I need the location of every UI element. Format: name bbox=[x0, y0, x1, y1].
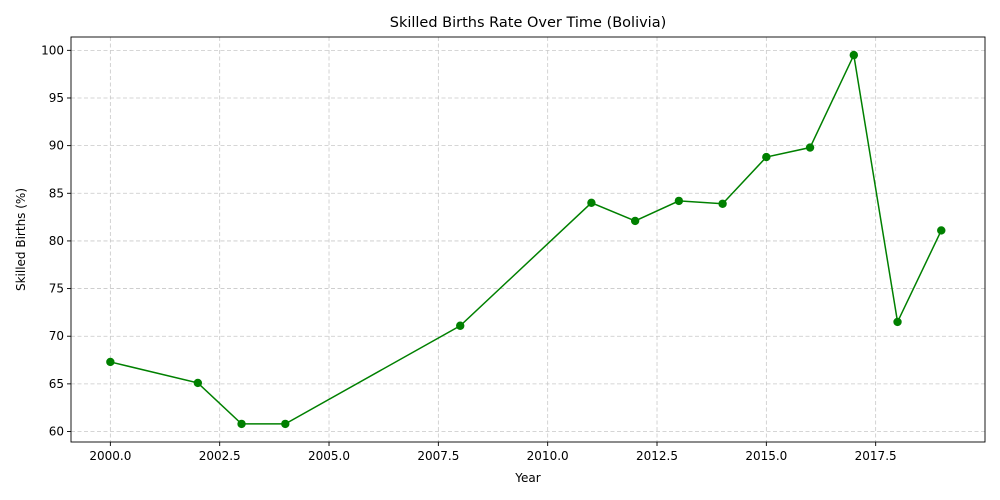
x-tick-label: 2012.5 bbox=[636, 449, 678, 463]
y-tick-label: 95 bbox=[49, 91, 64, 105]
y-tick-label: 90 bbox=[49, 139, 64, 153]
grid bbox=[71, 37, 985, 442]
x-tick-label: 2005.0 bbox=[308, 449, 350, 463]
y-tick-label: 80 bbox=[49, 234, 64, 248]
y-tick-label: 65 bbox=[49, 377, 64, 391]
plot-frame bbox=[70, 36, 986, 443]
data-point bbox=[106, 357, 115, 367]
data-point bbox=[630, 216, 640, 226]
data-point bbox=[849, 50, 859, 60]
data-series bbox=[106, 50, 946, 429]
y-tick-label: 100 bbox=[41, 43, 64, 57]
data-point bbox=[893, 317, 902, 327]
data-point bbox=[281, 419, 290, 429]
chart-title: Skilled Births Rate Over Time (Bolivia) bbox=[390, 15, 667, 31]
series-line bbox=[110, 52, 942, 425]
y-axis-title: Skilled Births (%) bbox=[14, 188, 28, 291]
x-axis-title: Year bbox=[514, 471, 540, 485]
x-tick-label: 2002.5 bbox=[199, 449, 241, 463]
data-point bbox=[587, 198, 596, 208]
x-tick-label: 2000.0 bbox=[89, 449, 131, 463]
data-point bbox=[762, 152, 771, 162]
x-tick-label: 2017.5 bbox=[855, 449, 897, 463]
y-tick-label: 75 bbox=[49, 282, 64, 296]
data-point bbox=[937, 226, 946, 235]
x-tick-label: 2010.0 bbox=[527, 449, 569, 463]
y-tick-label: 85 bbox=[49, 186, 64, 200]
y-tick-label: 70 bbox=[49, 329, 64, 343]
data-point bbox=[805, 143, 815, 152]
x-tick-label: 2007.5 bbox=[417, 449, 459, 463]
x-tick-label: 2015.0 bbox=[745, 449, 787, 463]
data-point bbox=[674, 196, 684, 206]
y-tick-label: 60 bbox=[49, 425, 64, 439]
data-point bbox=[718, 199, 727, 208]
data-point bbox=[237, 419, 246, 429]
data-point bbox=[193, 378, 203, 388]
x-axis-ticks: 2000.0 2002.5 2005.0 2007.5 2010.0 2012.5 2015… bbox=[89, 442, 897, 463]
y-axis-ticks: 60 65 70 75 80 85 90 95 100 bbox=[41, 43, 71, 439]
data-point bbox=[456, 321, 465, 330]
